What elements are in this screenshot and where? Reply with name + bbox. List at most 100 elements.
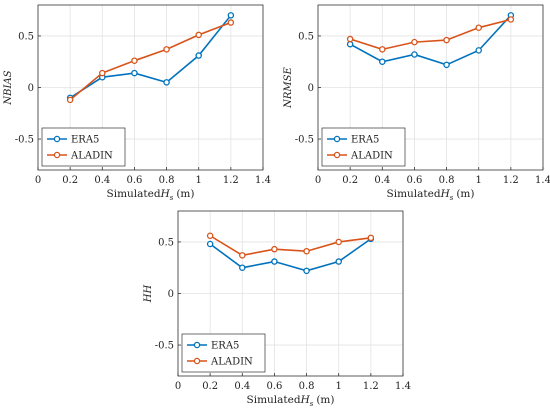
x-tick-label: 0.6 — [126, 175, 142, 186]
legend-entry-aladin: ALADIN — [350, 151, 393, 162]
x-tick-label: 0.4 — [94, 175, 110, 186]
legend-entry-era5: ERA5 — [351, 135, 379, 146]
legend-swatch-marker — [53, 135, 61, 143]
data-point-aladin — [239, 252, 246, 259]
series-line-aladin — [69, 21, 232, 101]
x-axis-label: SimulatedHs (m) — [247, 394, 335, 408]
data-point-era5 — [379, 58, 386, 65]
x-axis-label: SimulatedHs (m) — [107, 188, 195, 202]
x-tick-label: 0.8 — [159, 175, 175, 186]
data-point-aladin — [443, 36, 450, 44]
legend-entry-era5: ERA5 — [211, 341, 239, 352]
data-point-era5 — [443, 61, 450, 69]
x-tick-label: 0.8 — [439, 175, 455, 186]
legend-box — [181, 333, 266, 373]
x-tick-label: 1.2 — [363, 381, 379, 392]
data-point-era5 — [271, 258, 278, 265]
legend: ERA5 ALADIN — [181, 333, 266, 373]
y-tick-label: 0.5 — [158, 237, 174, 248]
x-tick-label: 0.2 — [342, 175, 358, 186]
legend-swatch-marker — [333, 151, 341, 159]
series-line-era5 — [349, 14, 512, 66]
x-tick-label: 1 — [196, 175, 202, 186]
x-tick-label: 0 — [315, 175, 321, 186]
x-axis-label-var: H — [160, 188, 171, 200]
y-tick-label: 0 — [28, 83, 34, 94]
x-tick-label: 0.8 — [299, 381, 315, 392]
data-point-era5 — [131, 69, 138, 77]
data-point-aladin — [271, 245, 278, 253]
y-tick-label: 0.5 — [18, 31, 34, 42]
x-axis-label-prefix: Simulated — [107, 188, 161, 200]
data-point-era5 — [346, 40, 354, 48]
data-point-aladin — [131, 57, 138, 64]
data-point-aladin — [206, 232, 214, 239]
y-tick-label: -0.5 — [15, 135, 34, 146]
data-point-aladin — [335, 238, 342, 246]
x-axis-label-unit: (m) — [456, 188, 474, 200]
legend-entry-aladin: ALADIN — [70, 151, 113, 162]
y-tick-label: 0.5 — [298, 31, 314, 42]
x-tick-label: 0.4 — [374, 175, 390, 186]
x-axis-label: SimulatedHs (m) — [387, 188, 475, 202]
x-axis-label-var: H — [300, 394, 311, 406]
y-tick-label: 0 — [168, 289, 174, 300]
y-axis-label: HH — [143, 285, 154, 304]
data-point-era5 — [195, 52, 202, 59]
data-point-era5 — [335, 258, 342, 265]
x-tick-label: 0.2 — [202, 381, 218, 392]
data-point-aladin — [475, 24, 482, 31]
legend-entry-aladin: ALADIN — [210, 357, 253, 368]
x-tick-label: 1.2 — [223, 175, 239, 186]
x-axis-label-unit: (m) — [176, 188, 194, 200]
data-point-aladin — [99, 69, 106, 77]
data-point-era5 — [227, 12, 235, 19]
data-point-era5 — [163, 79, 170, 86]
x-tick-label: 1 — [336, 381, 342, 392]
x-axis-label-prefix: Simulated — [387, 188, 441, 200]
x-tick-label: 0.4 — [234, 381, 250, 392]
data-point-era5 — [303, 267, 310, 275]
data-point-aladin — [507, 16, 515, 23]
x-axis-label-var: H — [440, 188, 451, 200]
data-point-aladin — [411, 38, 418, 46]
legend-swatch-marker — [193, 341, 201, 349]
x-axis-label-sub: s — [310, 400, 314, 408]
data-point-era5 — [239, 264, 246, 271]
y-axis-label: NRMSE — [283, 66, 294, 108]
x-axis-label-sub: s — [170, 194, 174, 202]
data-point-aladin — [66, 96, 74, 104]
y-axis-label: NBIAS — [3, 70, 14, 105]
data-point-aladin — [227, 19, 235, 26]
series-line-era5 — [209, 238, 372, 272]
x-axis-label-unit: (m) — [316, 394, 334, 406]
subplot-1: 0 0.2 0.4 0.6 0.8 1 1.2 1.4 -0.5 0 0.5 NBIAS Simulat… — [3, 4, 271, 202]
legend-swatch-marker — [193, 357, 201, 365]
y-tick-label: -0.5 — [155, 341, 174, 352]
x-axis-label-prefix: Simulated — [247, 394, 301, 406]
legend-box — [41, 127, 126, 167]
series-line-aladin — [349, 18, 512, 51]
x-axis-label-sub: s — [450, 194, 454, 202]
x-tick-label: 1.4 — [395, 381, 411, 392]
data-point-aladin — [379, 46, 386, 53]
data-point-era5 — [475, 47, 482, 54]
y-tick-label: 0 — [308, 83, 314, 94]
series-line-era5 — [69, 14, 232, 99]
y-tick-label: -0.5 — [295, 135, 314, 146]
x-tick-label: 1.2 — [503, 175, 519, 186]
x-tick-label: 0.6 — [406, 175, 422, 186]
legend-entry-era5: ERA5 — [71, 135, 99, 146]
x-tick-label: 1.4 — [535, 175, 550, 186]
x-tick-label: 1.4 — [255, 175, 271, 186]
x-tick-label: 1 — [476, 175, 482, 186]
data-point-aladin — [163, 46, 170, 53]
legend-swatch-marker — [333, 135, 341, 143]
data-point-aladin — [346, 35, 354, 43]
data-point-era5 — [411, 51, 418, 58]
series-line-aladin — [209, 235, 371, 257]
legend: ERA5 ALADIN — [321, 127, 406, 167]
data-point-aladin — [303, 247, 310, 255]
x-tick-label: 0.6 — [266, 381, 282, 392]
